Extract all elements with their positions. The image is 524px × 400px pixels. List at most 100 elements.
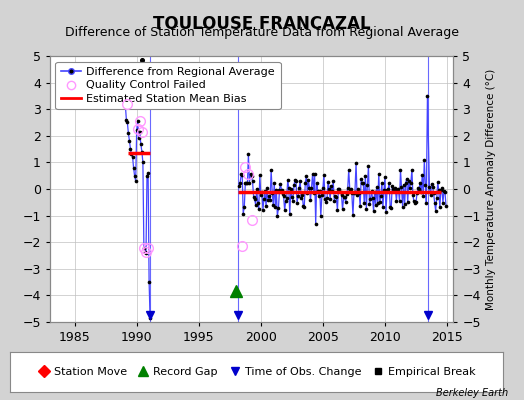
Point xyxy=(420,157,429,163)
Point xyxy=(129,164,138,171)
Point xyxy=(250,196,259,202)
Point xyxy=(414,185,422,192)
Point xyxy=(305,185,314,191)
Point xyxy=(436,187,445,194)
Point xyxy=(367,188,376,194)
Point xyxy=(135,135,143,142)
Point xyxy=(382,208,390,215)
Point xyxy=(440,188,448,194)
Point xyxy=(353,192,361,198)
Point xyxy=(366,196,375,202)
Point xyxy=(239,210,247,217)
Text: Berkeley Earth: Berkeley Earth xyxy=(436,388,508,398)
Point xyxy=(358,180,366,187)
Point xyxy=(336,189,345,196)
Point xyxy=(264,196,272,203)
Point xyxy=(385,180,394,186)
Point xyxy=(245,179,254,186)
Point xyxy=(409,192,417,198)
Point xyxy=(253,186,261,192)
Point xyxy=(329,178,337,184)
Point xyxy=(406,184,414,191)
Point xyxy=(124,130,133,136)
Point xyxy=(381,174,389,180)
Point xyxy=(430,190,438,196)
Point xyxy=(393,186,401,193)
Point xyxy=(384,186,392,192)
Point xyxy=(280,207,289,213)
Point xyxy=(346,187,354,194)
Point xyxy=(288,194,296,200)
Point xyxy=(333,207,342,213)
Point xyxy=(237,171,245,178)
Point xyxy=(388,183,396,190)
Point xyxy=(290,182,298,188)
Point xyxy=(344,184,352,191)
Point xyxy=(434,187,443,193)
Point xyxy=(405,178,413,184)
Point xyxy=(415,186,423,192)
Point xyxy=(369,208,378,214)
Point xyxy=(267,167,275,174)
Point xyxy=(310,170,319,177)
Point xyxy=(422,200,431,206)
Point xyxy=(277,187,286,194)
Point xyxy=(413,190,421,196)
Point xyxy=(339,206,347,212)
Point xyxy=(311,221,320,227)
Point xyxy=(269,202,277,208)
Point xyxy=(334,186,343,192)
Point xyxy=(268,190,277,196)
Point xyxy=(257,192,265,198)
Point xyxy=(275,187,283,193)
Point xyxy=(285,185,293,192)
Point xyxy=(319,185,327,191)
Point xyxy=(295,185,303,192)
Point xyxy=(301,180,310,186)
Point xyxy=(145,279,154,285)
Point xyxy=(363,182,372,189)
Point xyxy=(238,172,246,178)
Point xyxy=(256,172,264,178)
Point xyxy=(249,194,258,200)
Point xyxy=(252,201,260,208)
Point xyxy=(299,202,308,209)
Point xyxy=(327,183,335,190)
Point xyxy=(350,190,358,196)
Point xyxy=(244,151,253,158)
Point xyxy=(349,212,357,219)
Point xyxy=(255,206,263,212)
Point xyxy=(283,177,292,183)
Point xyxy=(356,203,364,210)
Point xyxy=(432,195,441,201)
Point xyxy=(332,194,341,200)
Point xyxy=(395,198,403,204)
Point xyxy=(408,166,416,173)
Point xyxy=(378,180,386,186)
Point xyxy=(377,193,385,200)
Point xyxy=(134,118,142,124)
Point xyxy=(383,187,391,194)
Point xyxy=(435,204,444,210)
Point xyxy=(359,180,367,186)
Point xyxy=(391,185,399,192)
Point xyxy=(340,194,348,201)
Point xyxy=(394,186,402,192)
Point xyxy=(428,181,436,187)
Point xyxy=(273,213,281,219)
Point xyxy=(282,195,291,201)
Point xyxy=(297,195,305,201)
Point xyxy=(375,171,383,177)
Point xyxy=(127,151,136,158)
Point xyxy=(328,188,336,194)
Point xyxy=(142,250,150,256)
Point xyxy=(345,167,353,173)
Point xyxy=(364,163,373,170)
Legend: Station Move, Record Gap, Time of Obs. Change, Empirical Break: Station Move, Record Gap, Time of Obs. C… xyxy=(34,362,480,382)
Point xyxy=(263,185,271,191)
Point xyxy=(136,129,144,135)
Point xyxy=(313,188,322,195)
Point xyxy=(294,193,302,199)
Point xyxy=(270,180,278,186)
Point xyxy=(123,119,132,126)
